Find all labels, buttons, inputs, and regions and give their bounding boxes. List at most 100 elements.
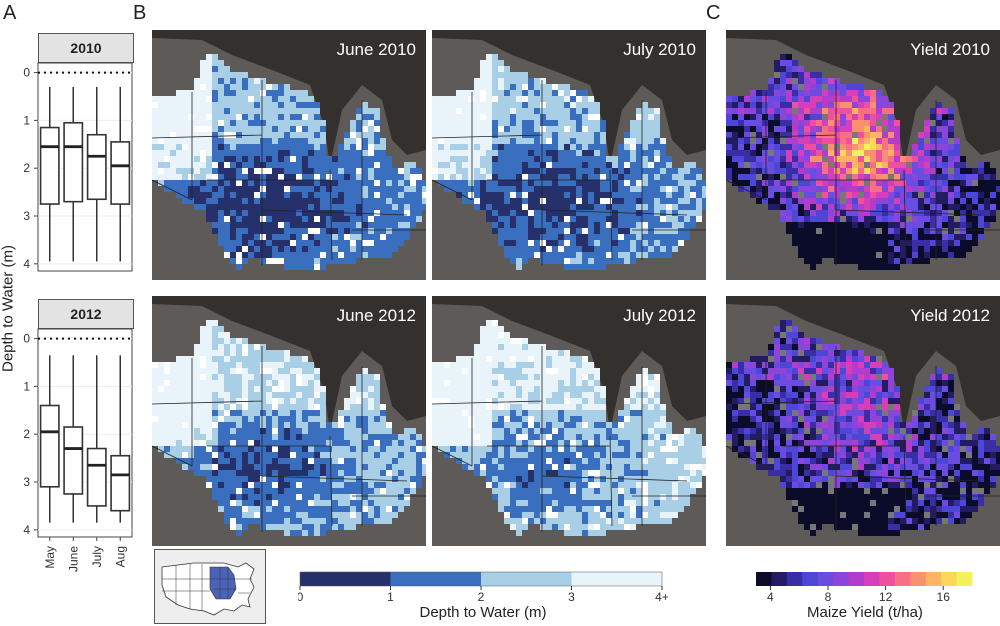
map-cell xyxy=(558,150,564,156)
map-cell xyxy=(642,162,648,168)
map-cell xyxy=(308,252,314,258)
map-cell xyxy=(822,120,828,126)
map-cell xyxy=(350,488,356,494)
map-cell xyxy=(492,84,498,90)
map-cell xyxy=(528,228,534,234)
map-cell xyxy=(170,386,176,392)
map-cell xyxy=(510,446,516,452)
map-cell xyxy=(224,156,230,162)
map-cell xyxy=(296,180,302,186)
map-cell xyxy=(212,216,218,222)
map-cell xyxy=(338,458,344,464)
map-cell xyxy=(876,120,882,126)
map-cell xyxy=(912,174,918,180)
map-cell xyxy=(170,428,176,434)
map-cell xyxy=(374,494,380,500)
map-cell xyxy=(600,168,606,174)
map-cell xyxy=(410,440,416,446)
map-cell xyxy=(534,434,540,440)
map-cell xyxy=(416,476,422,482)
map-cell xyxy=(486,410,492,416)
map-cell xyxy=(152,386,158,392)
map-cell xyxy=(242,156,248,162)
map-cell xyxy=(218,150,224,156)
map-cell xyxy=(444,186,450,192)
map-cell xyxy=(236,470,242,476)
map-cell xyxy=(762,120,768,126)
map-cell xyxy=(272,222,278,228)
map-cell xyxy=(248,114,254,120)
map-cell xyxy=(438,434,444,440)
map-cell xyxy=(410,482,416,488)
map-cell xyxy=(308,156,314,162)
map-cell xyxy=(510,150,516,156)
map-cell xyxy=(302,374,308,380)
map-cell xyxy=(900,168,906,174)
map-cell xyxy=(404,470,410,476)
map-cell xyxy=(368,488,374,494)
map-cell xyxy=(492,108,498,114)
map-cell xyxy=(528,446,534,452)
map-cell xyxy=(504,174,510,180)
map-cell xyxy=(296,440,302,446)
map-cell xyxy=(266,458,272,464)
map-cell xyxy=(176,356,182,362)
map-cell xyxy=(278,258,284,264)
map-cell xyxy=(882,168,888,174)
map-cell xyxy=(558,428,564,434)
map-cell xyxy=(438,428,444,434)
map-cell xyxy=(594,476,600,482)
map-cell xyxy=(182,446,188,452)
map-cell xyxy=(732,150,738,156)
map-cell xyxy=(528,120,534,126)
map-cell xyxy=(320,524,326,530)
map-cell xyxy=(516,506,522,512)
map-cell xyxy=(660,482,666,488)
map-cell xyxy=(690,434,696,440)
map-cell xyxy=(528,240,534,246)
map-cell xyxy=(636,518,642,524)
map-cell xyxy=(290,500,296,506)
map-june-2010: June 2010 xyxy=(152,30,426,280)
map-cell xyxy=(510,374,516,380)
map-cell xyxy=(528,512,534,518)
map-cell xyxy=(248,228,254,234)
map-cell xyxy=(636,162,642,168)
map-cell xyxy=(362,246,368,252)
map-cell xyxy=(654,464,660,470)
map-cell xyxy=(302,434,308,440)
map-cell xyxy=(954,150,960,156)
map-cell xyxy=(606,476,612,482)
map-cell xyxy=(260,222,266,228)
map-cell xyxy=(194,386,200,392)
map-cell xyxy=(588,252,594,258)
map-cell xyxy=(422,470,426,476)
map-cell xyxy=(386,434,392,440)
map-cell xyxy=(528,506,534,512)
map-cell xyxy=(666,234,672,240)
map-cell xyxy=(278,440,284,446)
map-cell xyxy=(302,416,308,422)
map-cell xyxy=(308,216,314,222)
map-cell xyxy=(942,132,948,138)
map-cell xyxy=(152,374,158,380)
state-borders xyxy=(432,80,706,266)
map-cell xyxy=(948,144,954,150)
map-cell xyxy=(242,470,248,476)
map-cell xyxy=(924,168,930,174)
map-cell xyxy=(738,120,744,126)
map-cell xyxy=(182,174,188,180)
map-cell xyxy=(516,72,522,78)
map-cell xyxy=(570,398,576,404)
map-cell xyxy=(380,500,386,506)
map-cell xyxy=(492,380,498,386)
map-cell xyxy=(212,204,218,210)
map-cell xyxy=(456,150,462,156)
map-cell xyxy=(254,156,260,162)
map-cell xyxy=(666,246,672,252)
map-cell xyxy=(510,216,516,222)
map-cell xyxy=(792,138,798,144)
map-cell xyxy=(474,162,480,168)
map-cell xyxy=(558,108,564,114)
map-cell xyxy=(450,120,456,126)
